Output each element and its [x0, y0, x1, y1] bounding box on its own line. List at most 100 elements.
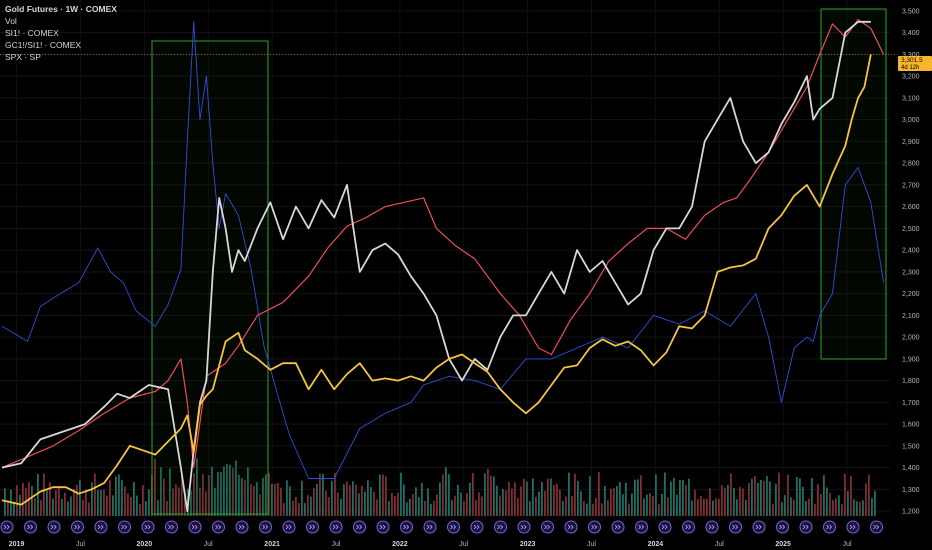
volume-bar	[865, 483, 867, 516]
price-tag: 3,301.5 4d 12h	[898, 56, 932, 71]
volume-bar	[295, 496, 297, 516]
volume-bar	[346, 481, 348, 516]
volume-bar	[634, 479, 636, 516]
event-marker-icon	[400, 520, 413, 534]
event-marker-glyph	[708, 524, 715, 530]
event-marker-icon	[729, 520, 742, 534]
volume-bar	[520, 486, 522, 516]
event-marker-icon	[212, 520, 225, 534]
volume-bar	[4, 488, 6, 516]
y-tick-label: 1,900	[902, 356, 920, 363]
price-axis[interactable]: 1,200 1,300 1,400 1,500 1,600 1,700 1,800 1,900…	[902, 8, 920, 515]
volume-bar	[832, 500, 834, 516]
volume-bar	[580, 491, 582, 516]
volume-bar	[601, 503, 603, 516]
time-axis[interactable]: 2019 Jul 2020 Jul 2021 Jul 2022 Jul 2023 Jul 2024 J…	[9, 541, 852, 548]
volume-bar	[262, 477, 264, 516]
y-tick-label: 2,600	[902, 204, 920, 211]
y-tick-label: 2,100	[902, 313, 920, 320]
volume-bar	[658, 503, 660, 516]
volume-bar	[733, 487, 735, 516]
price-series	[1, 19, 885, 513]
volume-bar	[424, 501, 426, 516]
volume-bar	[253, 485, 255, 516]
event-marker-glyph	[285, 524, 292, 530]
event-marker-icon	[165, 520, 178, 534]
event-marker-glyph	[450, 524, 457, 530]
event-marker-glyph	[755, 524, 762, 530]
volume-bar	[838, 495, 840, 516]
legend-main-symbol[interactable]: Gold Futures · 1W · COMEX	[5, 4, 117, 14]
y-tick-label: 3,500	[902, 8, 920, 15]
volume-bar	[451, 500, 453, 516]
volume-bar	[769, 481, 771, 516]
volume-bar	[265, 474, 267, 516]
volume-bar	[577, 480, 579, 516]
volume-bar	[52, 498, 54, 516]
event-marker-glyph	[826, 524, 833, 530]
volume-bar	[127, 493, 129, 516]
volume-bar	[316, 483, 318, 516]
volume-bar	[139, 503, 141, 516]
event-marker-icon	[752, 520, 766, 534]
volume-bar	[190, 490, 192, 516]
volume-bar	[583, 500, 585, 516]
x-tick-label: 2023	[520, 541, 536, 548]
highlight-boxes	[151, 8, 887, 515]
volume-bar	[331, 480, 333, 516]
legend-spx[interactable]: SPX · SP	[5, 52, 41, 62]
volume-bar	[277, 482, 279, 516]
volume-bar	[553, 485, 555, 516]
volume-bar	[436, 494, 438, 516]
event-marker-glyph	[661, 524, 668, 530]
volume-bar	[121, 480, 123, 516]
volume-bar	[373, 491, 375, 516]
y-tick-label: 2,300	[902, 269, 920, 276]
volume-bar	[847, 491, 849, 516]
volume-bar	[466, 493, 468, 516]
x-tick-label: 2019	[9, 541, 25, 548]
volume-bar	[589, 476, 591, 516]
volume-bar	[103, 489, 105, 516]
volume-bar	[34, 498, 36, 516]
volume-bar	[136, 495, 138, 516]
volume-bar	[766, 476, 768, 516]
event-marker-icon	[235, 520, 249, 534]
volume-bar	[490, 475, 492, 516]
volume-bar	[205, 491, 207, 516]
volume-bar	[682, 480, 684, 516]
event-marker-icon	[870, 520, 883, 534]
legend-ratio[interactable]: GC1!/SI1! · COMEX	[5, 40, 82, 50]
x-tick-label: 2024	[648, 541, 664, 548]
volume-bar	[550, 478, 552, 516]
chart-legend: Gold Futures · 1W · COMEX Vol SI1! · COM…	[5, 3, 117, 63]
volume-histogram	[4, 458, 876, 516]
volume-bar	[241, 478, 243, 516]
volume-bar	[775, 483, 777, 516]
volume-bar	[700, 495, 702, 516]
volume-bar	[70, 496, 72, 516]
volume-bar	[532, 478, 534, 516]
event-marker-glyph	[614, 524, 621, 530]
volume-bar	[97, 489, 99, 516]
volume-bar	[46, 490, 48, 516]
series-line-ratio	[1, 19, 885, 469]
volume-bar	[163, 478, 165, 516]
volume-bar	[808, 498, 810, 516]
legend-silver[interactable]: SI1! · COMEX	[5, 28, 59, 38]
event-marker-icon	[329, 520, 343, 534]
volume-bar	[757, 482, 759, 516]
volume-bar	[499, 495, 501, 516]
volume-bar	[610, 488, 612, 516]
event-marker-icon	[799, 520, 813, 534]
volume-bar	[643, 498, 645, 516]
volume-bar	[712, 500, 714, 516]
event-marker-icon	[494, 520, 507, 534]
volume-bar	[49, 482, 51, 516]
volume-bar	[640, 475, 642, 516]
legend-volume[interactable]: Vol	[5, 16, 17, 26]
volume-bar	[505, 490, 507, 516]
volume-bar	[349, 485, 351, 516]
volume-bar	[664, 472, 666, 516]
volume-bar	[760, 479, 762, 516]
